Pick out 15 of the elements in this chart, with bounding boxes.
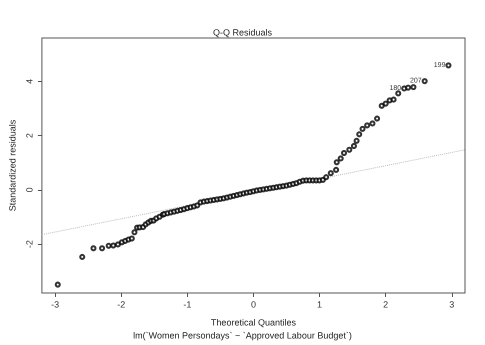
chart-title: Q-Q Residuals [212,28,273,38]
y-tick-label: 0 [24,187,34,192]
x-tick-label: 1 [317,300,322,310]
y-tick-label: -2 [24,240,34,248]
x-tick-label: -2 [117,300,126,310]
x-tick-label: 0 [250,300,256,310]
y-tick-label: 4 [24,78,34,84]
x-tick-label: -3 [51,300,60,310]
x-axis-title: Theoretical Quantiles [210,318,296,328]
y-tick-label: 2 [24,133,34,138]
x-tick-label: -1 [183,300,192,310]
text: lm(`Women Persondays` ~ `Approved Labour Budget`) [133,330,352,340]
x-tick-label: 3 [449,300,454,310]
x-tick-label: 2 [383,300,388,310]
y-axis-title: Standardized residuals [8,119,18,212]
